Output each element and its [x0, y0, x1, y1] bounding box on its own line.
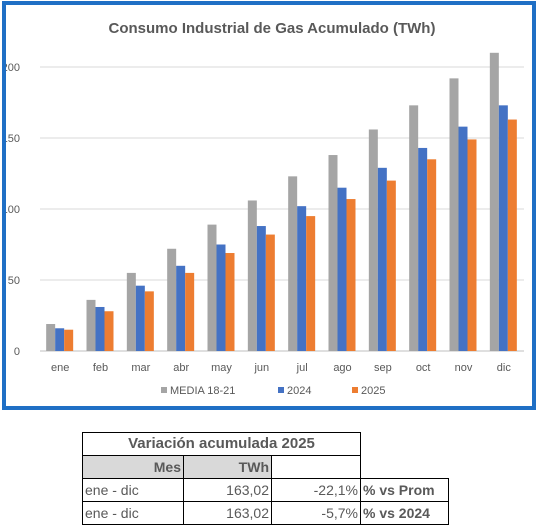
- bar-media-18-21-mar: [126, 272, 136, 351]
- bar-2024-may: [216, 244, 226, 351]
- x-tick-label: jul: [296, 362, 308, 374]
- bar-media-18-21-dic: [489, 52, 499, 352]
- bar-2025-mar: [144, 291, 154, 351]
- bar-2024-jun: [256, 226, 266, 351]
- header-blank: [271, 455, 361, 479]
- x-tick-label: abr: [173, 362, 189, 374]
- bar-2024-feb: [95, 306, 105, 351]
- table-row: ene - dic 163,02 -5,7% % vs 2024: [82, 501, 449, 525]
- row-twh: 163,02: [183, 478, 272, 502]
- bar-media-18-21-ene: [46, 324, 56, 351]
- x-tick-label: mar: [131, 362, 150, 374]
- bar-2025-oct: [427, 159, 437, 351]
- x-tick-label: nov: [455, 362, 473, 374]
- bar-2025-ago: [346, 199, 356, 351]
- table-header-row: Mes TWh: [82, 455, 449, 479]
- legend: MEDIA 18-21 2024 2025: [161, 385, 385, 397]
- y-tick-label: 100: [6, 204, 20, 216]
- bar-media-18-21-oct: [409, 105, 419, 351]
- x-tick-label: oct: [416, 362, 431, 374]
- legend-swatch: [278, 387, 284, 393]
- bar-2025-may: [225, 253, 235, 351]
- x-axis-ticks: ene feb mar abr may jun jul ago sep oct nov dic: [51, 362, 511, 374]
- chart-title: Consumo Industrial de Gas Acumulado (TWh…: [109, 20, 436, 37]
- bar-media-18-21-ago: [328, 155, 338, 351]
- bar-2024-oct: [418, 147, 428, 351]
- bar-2024-ago: [337, 187, 347, 351]
- bar-2025-ene: [64, 329, 74, 351]
- row-mes: ene - dic: [82, 478, 184, 502]
- legend-swatch: [161, 387, 167, 393]
- x-tick-label: ene: [51, 362, 69, 374]
- x-tick-label: ago: [333, 362, 351, 374]
- bar-2024-ene: [55, 328, 65, 351]
- row-pct: -5,7%: [271, 501, 361, 525]
- bar-2024-jul: [297, 206, 307, 351]
- bar-chart: Consumo Industrial de Gas Acumulado (TWh…: [6, 20, 524, 397]
- row-note: % vs Prom: [360, 478, 449, 502]
- table-title: Variación acumulada 2025: [82, 432, 361, 456]
- row-mes: ene - dic: [82, 501, 184, 525]
- bar-2024-mar: [135, 285, 145, 351]
- header-mes: Mes: [82, 455, 184, 479]
- bar-2025-feb: [104, 311, 114, 351]
- bar-2025-nov: [467, 139, 477, 351]
- gridlines: [40, 66, 524, 352]
- x-tick-label: feb: [93, 362, 108, 374]
- bar-media-18-21-jun: [247, 200, 257, 351]
- bar-media-18-21-may: [207, 224, 217, 351]
- row-pct: -22,1%: [271, 478, 361, 502]
- bar-media-18-21-nov: [449, 78, 459, 352]
- summary-table: Variación acumulada 2025 Mes TWh ene - d…: [82, 432, 449, 525]
- table-title-row: Variación acumulada 2025: [82, 432, 449, 456]
- y-tick-label: 200: [6, 62, 20, 74]
- chart-frame: Consumo Industrial de Gas Acumulado (TWh…: [2, 1, 536, 410]
- bar-media-18-21-jul: [288, 176, 298, 351]
- bar-2025-jul: [306, 216, 316, 351]
- bar-2025-dic: [507, 119, 517, 351]
- bar-2025-jun: [265, 234, 275, 351]
- legend-label: MEDIA 18-21: [170, 385, 235, 397]
- bar-2024-abr: [176, 265, 186, 351]
- header-twh: TWh: [183, 455, 272, 479]
- legend-swatch: [352, 387, 358, 393]
- x-tick-label: may: [211, 362, 232, 374]
- x-tick-label: dic: [497, 362, 512, 374]
- bar-media-18-21-sep: [368, 129, 378, 351]
- y-axis-ticks: 0 50 100 150 200: [6, 62, 20, 358]
- row-twh: 163,02: [183, 501, 272, 525]
- x-tick-label: sep: [374, 362, 392, 374]
- y-tick-label: 150: [6, 133, 20, 145]
- y-tick-label: 0: [14, 346, 20, 358]
- legend-label: 2024: [287, 385, 311, 397]
- row-note: % vs 2024: [360, 501, 449, 525]
- bar-2024-nov: [458, 126, 468, 351]
- bars: [46, 52, 517, 352]
- bar-2024-dic: [498, 105, 508, 351]
- bar-media-18-21-abr: [167, 248, 177, 351]
- bar-media-18-21-feb: [86, 299, 96, 351]
- bar-2024-sep: [377, 167, 387, 351]
- x-tick-label: jun: [253, 362, 269, 374]
- y-tick-label: 50: [8, 275, 20, 287]
- table-row: ene - dic 163,02 -22,1% % vs Prom: [82, 478, 449, 502]
- bar-2025-abr: [185, 272, 195, 351]
- bar-2025-sep: [386, 180, 396, 351]
- legend-label: 2025: [361, 385, 385, 397]
